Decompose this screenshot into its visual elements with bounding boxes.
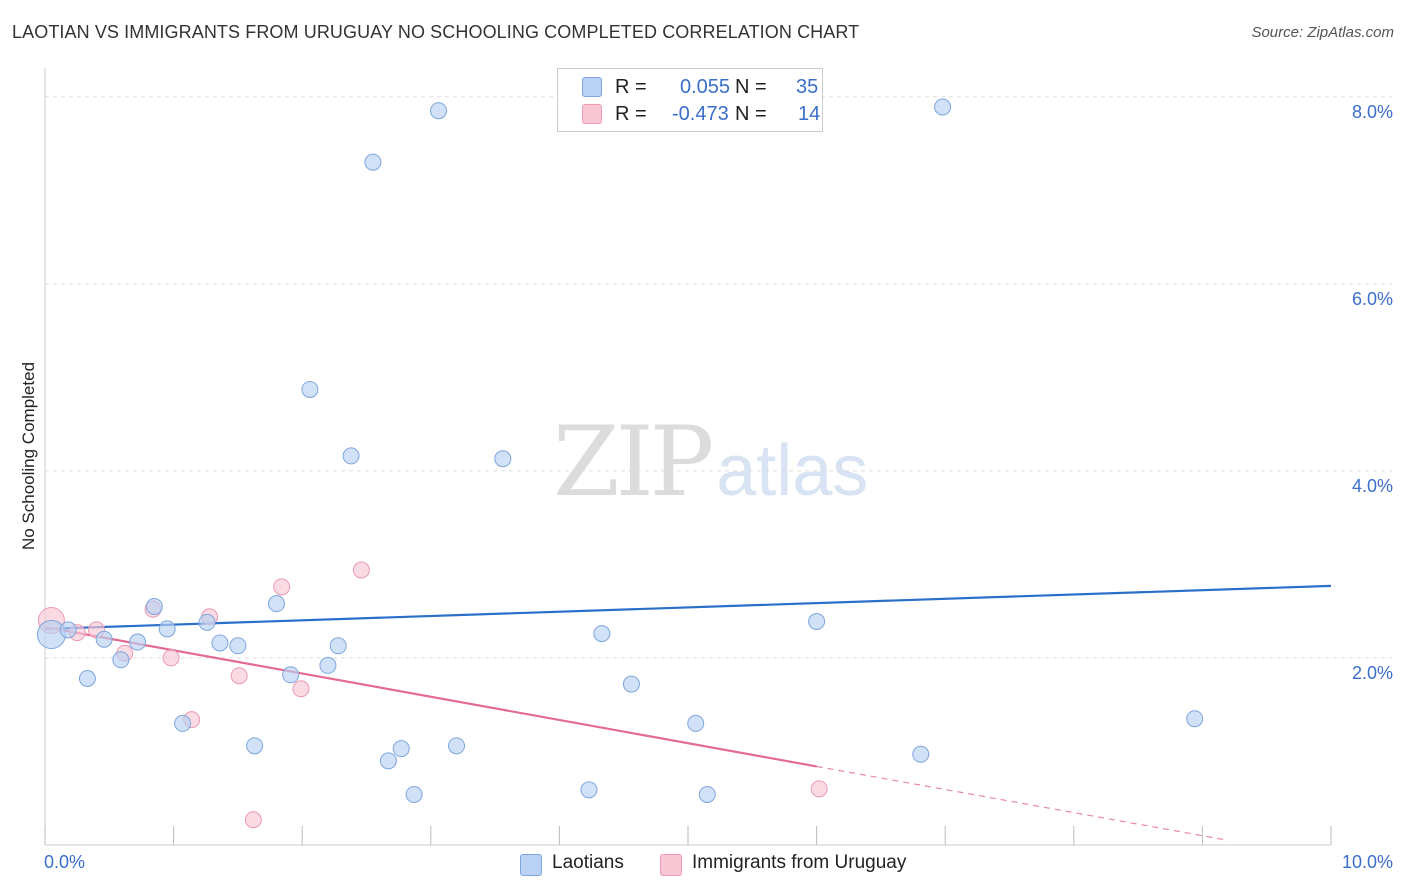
point-laotians xyxy=(405,785,423,803)
point-uruguay xyxy=(292,680,310,698)
point-laotians xyxy=(145,597,163,615)
legend-r-key: R = xyxy=(615,76,647,98)
legend-n-value: 14 xyxy=(798,103,821,125)
legend-r-value: -0.473 xyxy=(672,103,729,125)
point-laotians xyxy=(808,612,826,630)
legend-swatch-laotians xyxy=(582,77,602,97)
point-laotians xyxy=(229,637,247,655)
x-tick-label-min: 0.0% xyxy=(44,852,86,872)
point-uruguay xyxy=(352,561,370,579)
chart-title: LAOTIAN VS IMMIGRANTS FROM URUGUAY NO SC… xyxy=(12,22,860,42)
point-laotians xyxy=(78,670,96,688)
bottom-legend-swatch-uruguay xyxy=(660,854,682,876)
point-laotians xyxy=(95,630,113,648)
legend-r-key: R = xyxy=(615,103,647,125)
point-laotians xyxy=(282,666,300,684)
y-tick-label: 8.0% xyxy=(1351,101,1393,122)
legend-n-key: N = xyxy=(735,103,767,125)
point-laotians xyxy=(392,740,410,758)
correlation-legend: R = 0.055 N = 35 R = -0.473 N = 14 xyxy=(557,68,823,132)
point-laotians xyxy=(211,634,229,652)
y-tick-label: 6.0% xyxy=(1351,288,1393,309)
y-tick-label: 4.0% xyxy=(1351,475,1393,496)
bottom-legend-label-uruguay: Immigrants from Uruguay xyxy=(692,852,907,873)
point-laotians xyxy=(580,781,598,799)
source-label: Source: ZipAtlas.com xyxy=(1251,24,1394,41)
point-laotians xyxy=(267,595,285,613)
point-laotians xyxy=(198,613,216,631)
point-laotians xyxy=(319,656,337,674)
point-laotians xyxy=(112,651,130,669)
point-laotians xyxy=(698,785,716,803)
point-laotians xyxy=(593,625,611,643)
watermark: ZIPatlas xyxy=(553,406,868,518)
point-laotians xyxy=(246,737,264,755)
point-laotians xyxy=(342,447,360,465)
point-uruguay xyxy=(162,649,180,667)
point-laotians xyxy=(430,102,448,120)
legend-n-key: N = xyxy=(735,76,767,98)
x-tick-label-max: 10.0% xyxy=(1341,852,1393,872)
trend-line-uruguay-extension xyxy=(816,765,1229,841)
point-laotians xyxy=(301,380,319,398)
point-uruguay xyxy=(230,667,248,685)
legend-r-value: 0.055 xyxy=(680,76,731,98)
point-laotians xyxy=(912,745,930,763)
point-uruguay xyxy=(273,578,291,596)
point-laotians xyxy=(129,633,147,651)
point-laotians xyxy=(379,752,397,770)
point-uruguay xyxy=(810,780,828,798)
bottom-legend-swatch-laotians xyxy=(520,854,542,876)
point-laotians xyxy=(1186,710,1204,728)
point-laotians xyxy=(934,98,952,116)
point-laotians xyxy=(59,621,77,639)
legend-n-value: 35 xyxy=(796,76,819,98)
point-laotians xyxy=(364,153,382,171)
bottom-legend-label-laotians: Laotians xyxy=(552,852,624,873)
trend-line-laotians xyxy=(44,584,1332,631)
point-laotians xyxy=(448,737,466,755)
trend-line-uruguay xyxy=(44,625,817,768)
y-tick-label: 2.0% xyxy=(1351,662,1393,683)
point-laotians xyxy=(174,714,192,732)
point-laotians xyxy=(687,714,705,732)
point-uruguay xyxy=(244,811,262,829)
point-laotians xyxy=(329,637,347,655)
point-laotians xyxy=(622,675,640,693)
point-laotians xyxy=(494,450,512,468)
point-laotians xyxy=(158,620,176,638)
watermark-zip: ZIP xyxy=(553,406,714,518)
legend-swatch-uruguay xyxy=(582,104,602,124)
